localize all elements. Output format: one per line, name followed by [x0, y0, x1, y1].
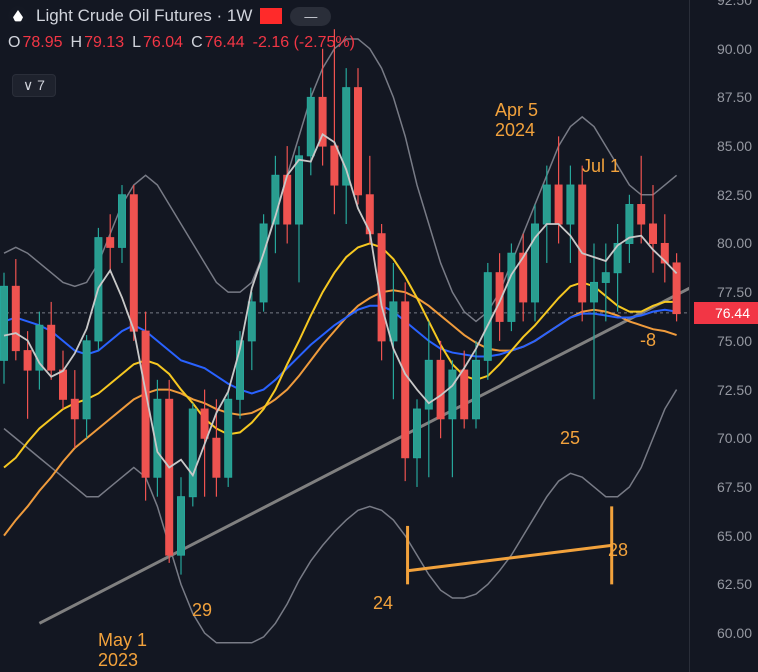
- chart-annotation: 28: [608, 540, 628, 561]
- chart-annotation: -8: [640, 330, 656, 351]
- chart-annotation: 2024: [495, 120, 535, 141]
- y-tick: 92.50: [717, 0, 752, 8]
- chart-annotation: Jul 1: [582, 156, 620, 177]
- flag-icon: [260, 8, 282, 24]
- y-tick: 75.00: [717, 333, 752, 349]
- y-tick: 72.50: [717, 382, 752, 398]
- y-tick: 87.50: [717, 89, 752, 105]
- last-price-tag: 76.44: [694, 302, 758, 324]
- y-tick: 85.00: [717, 138, 752, 154]
- y-tick: 67.50: [717, 479, 752, 495]
- symbol-title[interactable]: Light Crude Oil Futures · 1W: [36, 6, 252, 26]
- indicator-count-toggle[interactable]: ∨ 7: [12, 74, 56, 97]
- chart-annotation: 2023: [98, 650, 138, 671]
- compare-pill[interactable]: —: [290, 7, 331, 26]
- y-tick: 70.00: [717, 430, 752, 446]
- y-axis[interactable]: 92.50 90.00 87.50 85.00 82.50 80.00 77.50 75.00…: [689, 0, 758, 672]
- y-tick: 65.00: [717, 528, 752, 544]
- chart-annotation: May 1: [98, 630, 147, 651]
- symbol-icon: [8, 6, 28, 26]
- y-tick: 62.50: [717, 576, 752, 592]
- y-tick: 80.00: [717, 235, 752, 251]
- y-tick: 77.50: [717, 284, 752, 300]
- y-tick: 60.00: [717, 625, 752, 641]
- chart-annotation: 24: [373, 593, 393, 614]
- y-tick: 82.50: [717, 187, 752, 203]
- chart-annotation: 25: [560, 428, 580, 449]
- ohlc-readout: O78.95 H79.13 L76.04 C76.44 -2.16 (-2.75…: [8, 34, 355, 52]
- chart-annotation: 29: [192, 600, 212, 621]
- chart-annotation: Apr 5: [495, 100, 538, 121]
- y-tick: 90.00: [717, 41, 752, 57]
- price-chart[interactable]: [0, 0, 690, 672]
